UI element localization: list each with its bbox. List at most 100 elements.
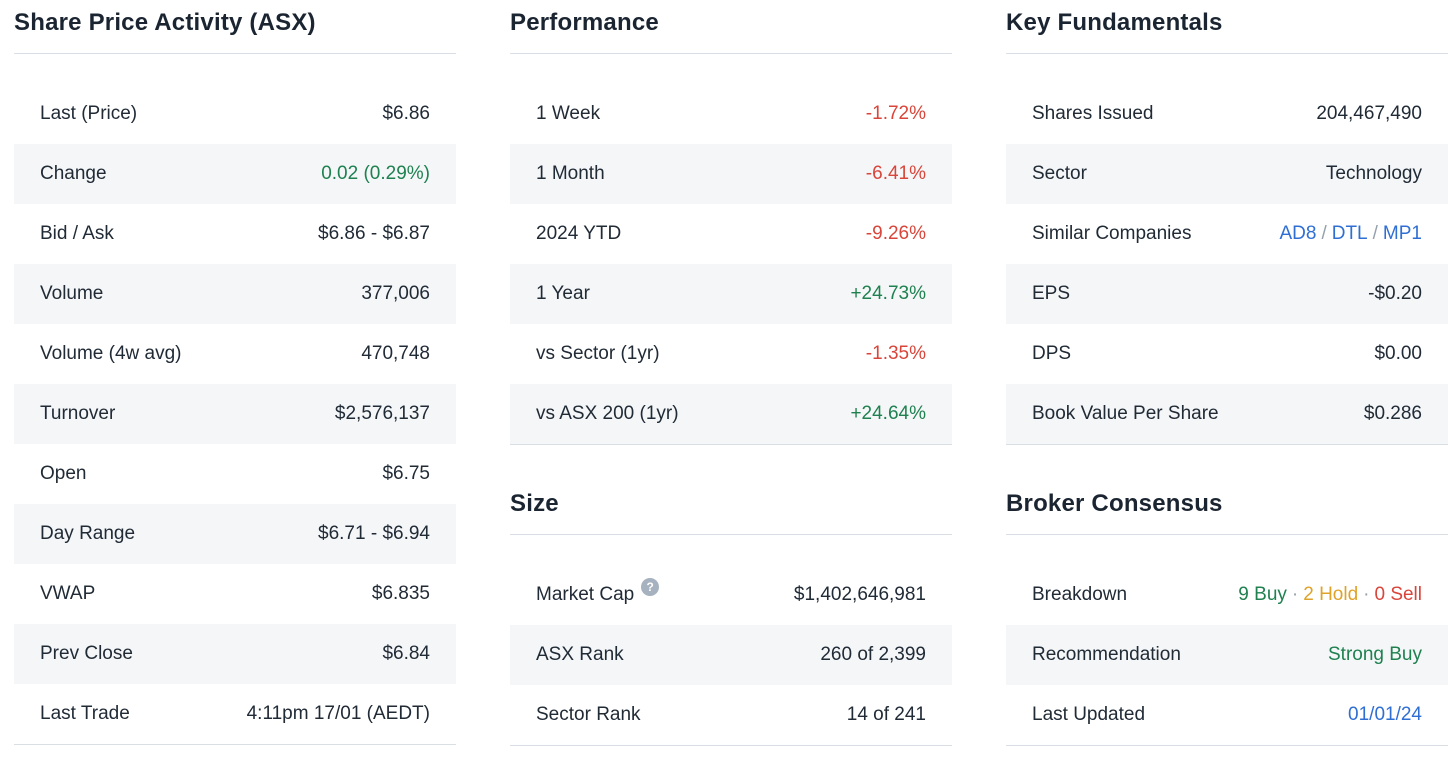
row-label: Recommendation <box>1032 644 1181 665</box>
row-value: 4:11pm 17/01 (AEDT) <box>246 703 430 724</box>
row-label: vs ASX 200 (1yr) <box>536 403 679 424</box>
help-icon[interactable]: ? <box>641 578 660 596</box>
table-row: Day Range $6.71 - $6.94 <box>14 504 456 564</box>
table-row: VWAP $6.835 <box>14 564 456 624</box>
row-label: Volume <box>40 283 104 304</box>
buy-count: 9 Buy <box>1238 584 1287 605</box>
section-broker-consensus: Broker Consensus Breakdown 9 Buy · 2 Hold ·… <box>1006 481 1448 746</box>
table-row: Last Trade 4:11pm 17/01 (AEDT) <box>14 684 456 744</box>
table-row: Market Cap? $1,402,646,981 <box>510 565 952 625</box>
section-title-broker: Broker Consensus <box>1006 481 1448 535</box>
row-label: Bid / Ask <box>40 223 114 244</box>
table-row: Sector Technology <box>1006 144 1448 204</box>
table-row: Last Updated 01/01/24 <box>1006 685 1448 745</box>
table-row: ASX Rank 260 of 2,399 <box>510 625 952 685</box>
table-row: Turnover $2,576,137 <box>14 384 456 444</box>
table-row: Change 0.02 (0.29%) <box>14 144 456 204</box>
broker-breakdown-value: 9 Buy · 2 Hold · 0 Sell <box>1238 584 1422 606</box>
column-fundamentals-broker: Key Fundamentals Shares Issued 204,467,4… <box>1006 0 1448 746</box>
row-value: 14 of 241 <box>846 704 926 725</box>
table-row: 1 Week -1.72% <box>510 84 952 144</box>
row-value: $6.835 <box>371 583 430 604</box>
row-label: Last Trade <box>40 703 130 724</box>
section-title-size: Size <box>510 481 952 535</box>
row-label: 1 Month <box>536 163 605 184</box>
separator: / <box>1321 223 1327 244</box>
table-row: Breakdown 9 Buy · 2 Hold · 0 Sell <box>1006 565 1448 625</box>
section-title-fundamentals: Key Fundamentals <box>1006 0 1448 54</box>
row-label: Similar Companies <box>1032 223 1192 244</box>
sell-count: 0 Sell <box>1374 584 1422 605</box>
row-value: -9.26% <box>865 223 926 244</box>
row-value: 260 of 2,399 <box>820 644 926 665</box>
row-value: $0.286 <box>1363 403 1422 424</box>
row-label: EPS <box>1032 283 1071 304</box>
row-value: 377,006 <box>361 283 430 304</box>
row-value: $0.00 <box>1374 343 1422 364</box>
row-value: $6.75 <box>382 463 430 484</box>
row-label: ASX Rank <box>536 644 624 665</box>
row-label: Open <box>40 463 87 484</box>
table-row: Shares Issued 204,467,490 <box>1006 84 1448 144</box>
row-value: 204,467,490 <box>1316 103 1422 124</box>
row-value: $1,402,646,981 <box>793 584 926 605</box>
row-value: -1.72% <box>865 103 926 124</box>
row-label: Change <box>40 163 107 184</box>
separator: · <box>1363 584 1370 605</box>
table-row: Volume (4w avg) 470,748 <box>14 324 456 384</box>
column-share-price: Share Price Activity (ASX) Last (Price) … <box>14 0 456 746</box>
row-value: $6.71 - $6.94 <box>318 523 430 544</box>
table-row: Open $6.75 <box>14 444 456 504</box>
row-label: DPS <box>1032 343 1072 364</box>
row-value: +24.64% <box>850 403 926 424</box>
table-row: Sector Rank 14 of 241 <box>510 685 952 745</box>
row-label: 1 Week <box>536 103 601 124</box>
row-value: +24.73% <box>850 283 926 304</box>
row-value: $6.86 <box>382 103 430 124</box>
last-updated-link[interactable]: 01/01/24 <box>1348 704 1422 725</box>
recommendation-value: Strong Buy <box>1328 644 1422 665</box>
row-label: Volume (4w avg) <box>40 343 182 364</box>
table-row: EPS -$0.20 <box>1006 264 1448 324</box>
row-label: Book Value Per Share <box>1032 403 1219 424</box>
row-label: vs Sector (1yr) <box>536 343 660 364</box>
row-value: -$0.20 <box>1368 283 1422 304</box>
fundamentals-table: Shares Issued 204,467,490 Sector Technol… <box>1006 84 1448 445</box>
size-table: Market Cap? $1,402,646,981 ASX Rank 260 … <box>510 565 952 746</box>
hold-count: 2 Hold <box>1303 584 1359 605</box>
column-performance-size: Performance 1 Week -1.72% 1 Month -6.41%… <box>510 0 952 746</box>
row-value-change: 0.02 (0.29%) <box>321 163 430 184</box>
table-row: 2024 YTD -9.26% <box>510 204 952 264</box>
similar-company-link[interactable]: MP1 <box>1382 223 1422 244</box>
table-row: DPS $0.00 <box>1006 324 1448 384</box>
row-label: Turnover <box>40 403 116 424</box>
row-value: -1.35% <box>865 343 926 364</box>
section-share-price-activity: Share Price Activity (ASX) Last (Price) … <box>14 0 456 745</box>
similar-companies-value: AD8/DTL / MP1 <box>1279 223 1422 245</box>
table-row: Similar Companies AD8/DTL / MP1 <box>1006 204 1448 264</box>
row-label: VWAP <box>40 583 96 604</box>
table-row: Recommendation Strong Buy <box>1006 625 1448 685</box>
row-value: $6.84 <box>382 643 430 664</box>
row-value: $2,576,137 <box>334 403 430 424</box>
row-label: Day Range <box>40 523 136 544</box>
row-label: 2024 YTD <box>536 223 622 244</box>
table-row: Last (Price) $6.86 <box>14 84 456 144</box>
row-label: Breakdown <box>1032 584 1128 605</box>
row-label: Sector Rank <box>536 704 641 725</box>
performance-table: 1 Week -1.72% 1 Month -6.41% 2024 YTD -9… <box>510 84 952 445</box>
table-row: Bid / Ask $6.86 - $6.87 <box>14 204 456 264</box>
separator: / <box>1372 223 1378 244</box>
row-label: Shares Issued <box>1032 103 1154 124</box>
table-row: vs Sector (1yr) -1.35% <box>510 324 952 384</box>
row-label: Sector <box>1032 163 1087 184</box>
row-value: 470,748 <box>361 343 430 364</box>
similar-company-link[interactable]: AD8 <box>1279 223 1317 244</box>
market-cap-label: Market Cap <box>536 584 635 605</box>
similar-company-link[interactable]: DTL <box>1331 223 1368 244</box>
section-size: Size Market Cap? $1,402,646,981 ASX Rank… <box>510 481 952 746</box>
row-value: -6.41% <box>865 163 926 184</box>
broker-table: Breakdown 9 Buy · 2 Hold · 0 Sell Recommenda… <box>1006 565 1448 746</box>
row-label: Last Updated <box>1032 704 1146 725</box>
